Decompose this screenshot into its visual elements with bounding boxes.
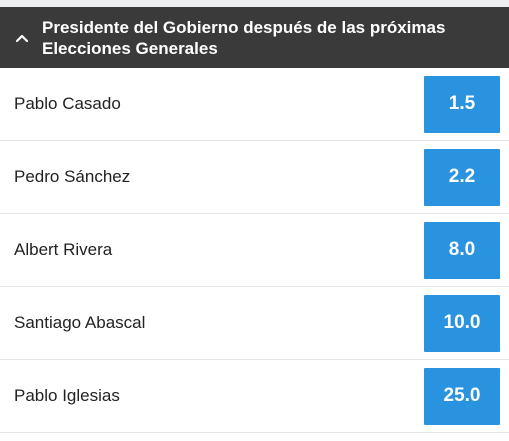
market-title: Presidente del Gobierno después de las p… <box>42 17 446 58</box>
runner-list: Pablo Casado 1.5 Pedro Sánchez 2.2 Alber… <box>0 68 509 433</box>
odds-button[interactable]: 2.2 <box>424 148 500 206</box>
runner-row: Pablo Casado 1.5 <box>0 68 509 141</box>
runner-name: Pedro Sánchez <box>14 167 131 186</box>
market-header[interactable]: Presidente del Gobierno después de las p… <box>0 7 509 68</box>
odds-button[interactable]: 1.5 <box>424 75 500 133</box>
runner-name: Albert Rivera <box>14 240 113 259</box>
odds-button[interactable]: 25.0 <box>424 367 500 425</box>
runner-row: Pedro Sánchez 2.2 <box>0 141 509 214</box>
runner-row: Santiago Abascal 10.0 <box>0 287 509 360</box>
chevron-up-icon[interactable] <box>12 28 32 48</box>
runner-name: Pablo Iglesias <box>14 386 120 405</box>
runner-name: Pablo Casado <box>14 94 121 113</box>
runner-name: Santiago Abascal <box>14 313 146 332</box>
odds-button[interactable]: 8.0 <box>424 221 500 279</box>
runner-row: Albert Rivera 8.0 <box>0 214 509 287</box>
odds-button[interactable]: 10.0 <box>424 294 500 352</box>
runner-row: Pablo Iglesias 25.0 <box>0 360 509 433</box>
top-strip <box>0 0 509 7</box>
